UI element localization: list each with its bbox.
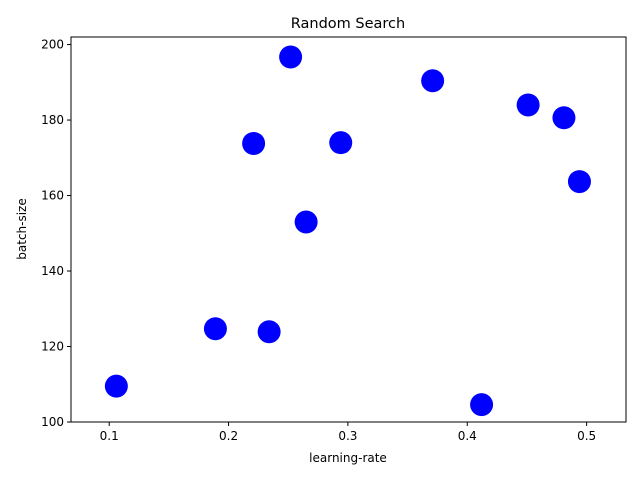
scatter-point [203,317,227,341]
y-tick-label: 200 [41,38,64,52]
scatter-point [294,210,318,234]
scatter-point [242,131,266,155]
x-tick-label: 0.1 [100,429,119,443]
y-tick-label: 180 [41,113,64,127]
scatter-point [279,45,303,69]
scatter-point [421,69,445,93]
scatter-point [329,131,353,155]
scatter-point [470,393,494,417]
plot-frame [70,36,627,423]
scatter-point [552,106,576,130]
x-tick-label: 0.5 [577,429,596,443]
scatter-point [257,320,281,344]
axis-ticks: 0.1 0.2 0.3 0.4 0.5 100 120 140 160 180 200 [41,38,596,443]
x-tick-label: 0.2 [219,429,238,443]
y-axis-label: batch-size [15,198,29,259]
x-axis-label: learning-rate [309,451,387,465]
scatter-point [567,170,591,194]
data-points [104,45,591,417]
y-tick-label: 100 [41,415,64,429]
x-tick-label: 0.3 [338,429,357,443]
y-tick-label: 120 [41,340,64,354]
y-tick-label: 160 [41,189,64,203]
y-tick-label: 140 [41,264,64,278]
x-tick-label: 0.4 [458,429,477,443]
chart-title: Random Search [291,16,405,32]
scatter-point [104,374,128,398]
scatter-point [516,93,540,117]
